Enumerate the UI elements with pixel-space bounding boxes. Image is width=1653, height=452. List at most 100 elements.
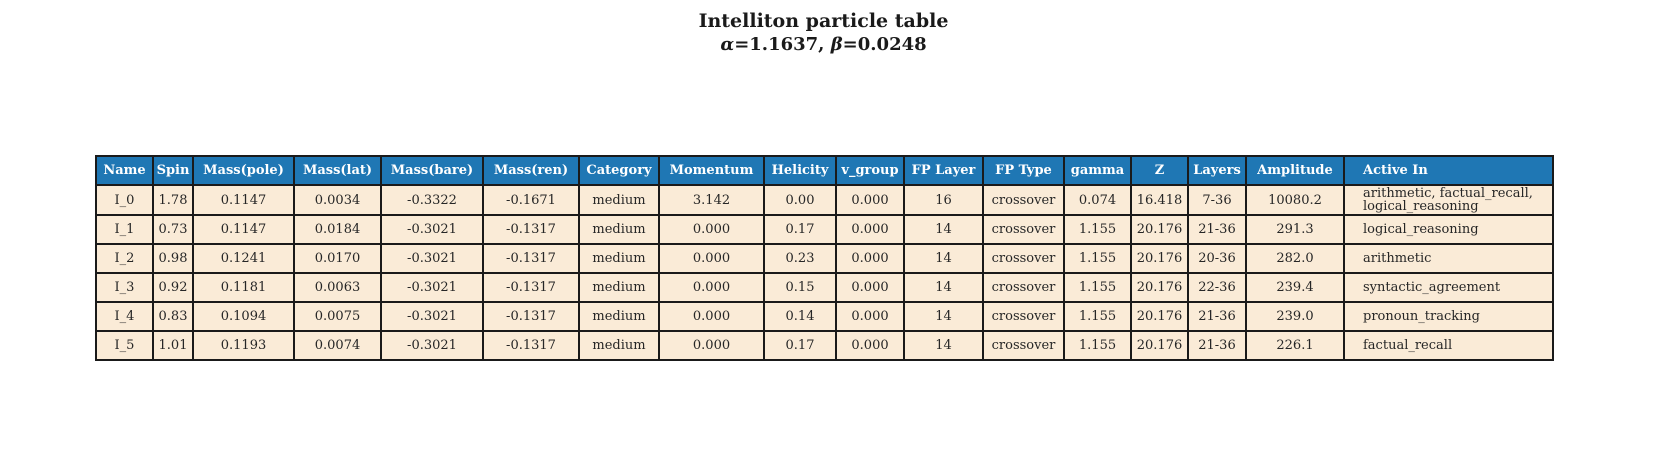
- col-header-fp-layer: FP Layer: [903, 155, 984, 186]
- col-header-v-group: v_group: [835, 155, 905, 186]
- cell-name: I_4: [95, 301, 154, 332]
- cell-name: I_2: [95, 243, 154, 274]
- col-header-fp-type: FP Type: [982, 155, 1065, 186]
- cell-helicity: 0.00: [763, 184, 837, 216]
- table-row: I_5 1.01 0.1193 0.0074 -0.3021 -0.1317 medium 0…: [95, 330, 1554, 361]
- cell-category: medium: [578, 301, 660, 332]
- cell-spin: 0.98: [152, 243, 194, 274]
- cell-layers: 21-36: [1187, 301, 1247, 332]
- cell-mass-lat: 0.0074: [293, 330, 382, 361]
- cell-mass-bare: -0.3021: [380, 272, 484, 303]
- cell-active-in: syntactic_agreement: [1343, 272, 1554, 303]
- cell-momentum: 0.000: [658, 330, 765, 361]
- cell-momentum: 0.000: [658, 214, 765, 245]
- cell-mass-lat: 0.0063: [293, 272, 382, 303]
- cell-mass-pole: 0.1147: [192, 214, 295, 245]
- cell-category: medium: [578, 330, 660, 361]
- cell-v-group: 0.000: [835, 272, 905, 303]
- col-header-mass-ren: Mass(ren): [482, 155, 580, 186]
- cell-name: I_1: [95, 214, 154, 245]
- cell-gamma: 1.155: [1063, 330, 1132, 361]
- cell-active-in: pronoun_tracking: [1343, 301, 1554, 332]
- cell-active-in: factual_recall: [1343, 330, 1554, 361]
- cell-active-in: arithmetic: [1343, 243, 1554, 274]
- cell-category: medium: [578, 184, 660, 216]
- cell-fp-layer: 14: [903, 214, 984, 245]
- cell-momentum: 3.142: [658, 184, 765, 216]
- col-header-helicity: Helicity: [763, 155, 837, 186]
- cell-gamma: 1.155: [1063, 301, 1132, 332]
- cell-fp-type: crossover: [982, 330, 1065, 361]
- cell-fp-layer: 14: [903, 301, 984, 332]
- cell-category: medium: [578, 214, 660, 245]
- col-header-name: Name: [95, 155, 154, 186]
- cell-helicity: 0.17: [763, 330, 837, 361]
- cell-mass-lat: 0.0034: [293, 184, 382, 216]
- cell-mass-pole: 0.1193: [192, 330, 295, 361]
- col-header-amplitude: Amplitude: [1245, 155, 1345, 186]
- cell-name: I_0: [95, 184, 154, 216]
- cell-active-in: logical_reasoning: [1343, 214, 1554, 245]
- particle-table: Name Spin Mass(pole) Mass(lat) Mass(bare) Mas…: [95, 155, 1554, 361]
- cell-amplitude: 282.0: [1245, 243, 1345, 274]
- col-header-active-in: Active In: [1343, 155, 1554, 186]
- col-header-z: Z: [1130, 155, 1189, 186]
- cell-v-group: 0.000: [835, 184, 905, 216]
- cell-mass-pole: 0.1147: [192, 184, 295, 216]
- cell-layers: 7-36: [1187, 184, 1247, 216]
- cell-fp-type: crossover: [982, 184, 1065, 216]
- cell-gamma: 1.155: [1063, 243, 1132, 274]
- cell-helicity: 0.14: [763, 301, 837, 332]
- alpha-symbol: α: [720, 34, 735, 55]
- cell-amplitude: 239.4: [1245, 272, 1345, 303]
- cell-layers: 21-36: [1187, 330, 1247, 361]
- figure-title: Intelliton particle table: [698, 10, 949, 32]
- cell-layers: 22-36: [1187, 272, 1247, 303]
- header-row: Name Spin Mass(pole) Mass(lat) Mass(bare) Mas…: [95, 155, 1554, 186]
- cell-mass-ren: -0.1317: [482, 214, 580, 245]
- table-row: I_0 1.78 0.1147 0.0034 -0.3322 -0.1671 medium 3…: [95, 184, 1554, 216]
- cell-mass-bare: -0.3322: [380, 184, 484, 216]
- cell-fp-layer: 14: [903, 243, 984, 274]
- cell-category: medium: [578, 243, 660, 274]
- table-row: I_3 0.92 0.1181 0.0063 -0.3021 -0.1317 medium 0…: [95, 272, 1554, 303]
- cell-momentum: 0.000: [658, 301, 765, 332]
- cell-spin: 0.92: [152, 272, 194, 303]
- col-header-spin: Spin: [152, 155, 194, 186]
- cell-v-group: 0.000: [835, 301, 905, 332]
- col-header-mass-bare: Mass(bare): [380, 155, 484, 186]
- cell-amplitude: 239.0: [1245, 301, 1345, 332]
- cell-spin: 0.73: [152, 214, 194, 245]
- cell-helicity: 0.15: [763, 272, 837, 303]
- cell-spin: 1.78: [152, 184, 194, 216]
- cell-z: 20.176: [1130, 243, 1189, 274]
- cell-mass-bare: -0.3021: [380, 214, 484, 245]
- cell-category: medium: [578, 272, 660, 303]
- col-header-mass-pole: Mass(pole): [192, 155, 295, 186]
- cell-mass-pole: 0.1094: [192, 301, 295, 332]
- cell-mass-bare: -0.3021: [380, 330, 484, 361]
- col-header-layers: Layers: [1187, 155, 1247, 186]
- table-row: I_1 0.73 0.1147 0.0184 -0.3021 -0.1317 medium 0…: [95, 214, 1554, 245]
- cell-spin: 1.01: [152, 330, 194, 361]
- col-header-momentum: Momentum: [658, 155, 765, 186]
- cell-mass-lat: 0.0075: [293, 301, 382, 332]
- cell-mass-lat: 0.0184: [293, 214, 382, 245]
- cell-fp-layer: 14: [903, 272, 984, 303]
- cell-gamma: 0.074: [1063, 184, 1132, 216]
- beta-symbol: β: [830, 34, 843, 55]
- table-row: I_4 0.83 0.1094 0.0075 -0.3021 -0.1317 medium 0…: [95, 301, 1554, 332]
- cell-mass-ren: -0.1317: [482, 243, 580, 274]
- cell-amplitude: 226.1: [1245, 330, 1345, 361]
- cell-fp-layer: 14: [903, 330, 984, 361]
- cell-mass-bare: -0.3021: [380, 243, 484, 274]
- cell-layers: 20-36: [1187, 243, 1247, 274]
- alpha-value: =1.1637,: [734, 34, 831, 55]
- cell-mass-ren: -0.1317: [482, 330, 580, 361]
- table-row: I_2 0.98 0.1241 0.0170 -0.3021 -0.1317 medium 0…: [95, 243, 1554, 274]
- cell-mass-pole: 0.1241: [192, 243, 295, 274]
- cell-mass-ren: -0.1671: [482, 184, 580, 216]
- figure-subtitle: α=1.1637, β=0.0248: [95, 33, 1552, 56]
- cell-z: 20.176: [1130, 301, 1189, 332]
- cell-z: 20.176: [1130, 330, 1189, 361]
